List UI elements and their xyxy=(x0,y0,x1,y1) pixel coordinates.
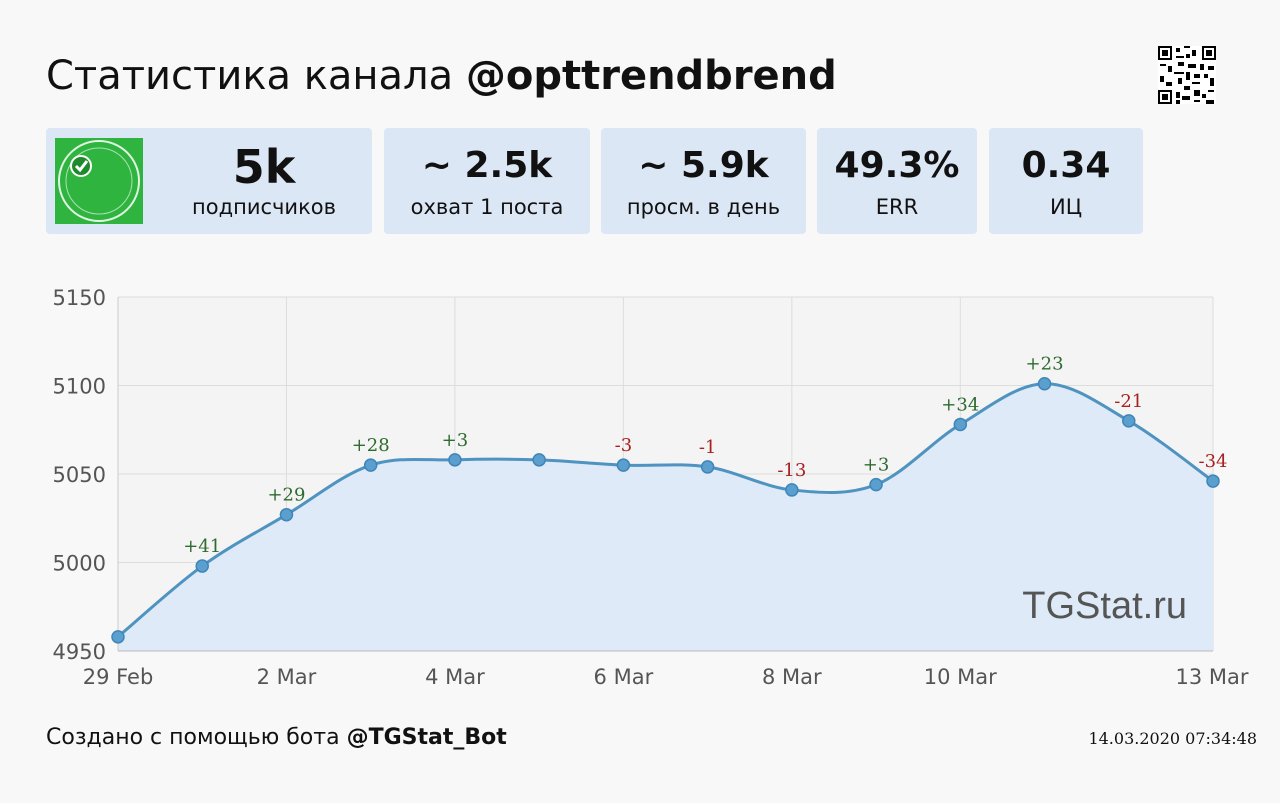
stat-card-citation-index: 0.34 ИЦ xyxy=(989,128,1143,234)
stat-value: 5k xyxy=(232,140,296,194)
x-tick-label: 6 Mar xyxy=(594,665,654,689)
data-point xyxy=(279,507,294,522)
delta-label: +34 xyxy=(941,394,979,415)
stat-value: ~ 5.9k xyxy=(638,145,769,186)
channel-avatar xyxy=(55,138,143,224)
stat-label: просм. в день xyxy=(626,195,781,219)
x-tick-label: 10 Mar xyxy=(924,665,997,689)
data-point xyxy=(616,458,631,472)
data-point xyxy=(363,458,378,472)
channel-name: @opttrendbrend xyxy=(465,53,837,99)
data-point xyxy=(785,483,799,497)
delta-label: -13 xyxy=(777,460,806,481)
delta-label: +3 xyxy=(863,455,890,476)
stat-label: охват 1 поста xyxy=(410,195,564,219)
stat-value: ~ 2.5k xyxy=(421,145,553,186)
page-title: Статистика канала @opttrendbrend xyxy=(46,52,837,100)
generated-timestamp: 14.03.2020 07:34:48 xyxy=(1088,729,1257,748)
stat-label: подписчиков xyxy=(192,195,336,219)
qr-code-icon xyxy=(1158,46,1216,104)
data-point xyxy=(448,453,462,467)
delta-label: +23 xyxy=(1026,354,1064,375)
footer-credit: Создано с помощью бота @TGStat_Bot xyxy=(46,724,507,752)
data-point xyxy=(700,460,715,474)
stat-value: 49.3% xyxy=(834,145,960,186)
footer-text: Создано с помощью бота xyxy=(46,725,340,750)
data-point xyxy=(1206,474,1220,488)
delta-label: +41 xyxy=(183,536,221,557)
data-point xyxy=(195,559,209,573)
stat-card-reach: ~ 2.5k охват 1 поста xyxy=(384,128,590,234)
delta-label: -34 xyxy=(1199,451,1228,472)
y-tick-label: 4950 xyxy=(53,640,106,664)
x-tick-label: 13 Mar xyxy=(1175,665,1248,689)
delta-label: -3 xyxy=(615,435,633,456)
delta-label: -1 xyxy=(699,437,717,458)
y-tick-label: 5100 xyxy=(53,375,106,399)
stat-card-daily-views: ~ 5.9k просм. в день xyxy=(601,128,806,234)
y-tick-label: 5050 xyxy=(53,463,106,487)
subscribers-line-chart: TGStat.ru +41 +29 +28 +3 -3 -1 -13 +3 +34 +23 -21 -3… xyxy=(53,286,1249,689)
watermark: TGStat.ru xyxy=(1022,585,1187,627)
stat-card-err: 49.3% ERR xyxy=(817,128,977,234)
data-point xyxy=(953,417,968,432)
delta-label: +29 xyxy=(267,485,305,506)
delta-label: +28 xyxy=(352,435,390,456)
x-tick-label: 2 Mar xyxy=(257,665,317,689)
data-point xyxy=(869,477,883,492)
delta-label: +3 xyxy=(442,430,469,451)
delta-label: -21 xyxy=(1114,391,1143,412)
x-tick-label: 4 Mar xyxy=(425,665,485,689)
data-point xyxy=(111,630,125,644)
stat-value: 0.34 xyxy=(1021,145,1111,186)
y-tick-label: 5000 xyxy=(53,552,106,576)
area-fill xyxy=(118,383,1213,651)
data-point xyxy=(1122,414,1136,428)
title-prefix: Статистика канала xyxy=(46,53,454,99)
footer-bot-link[interactable]: @TGStat_Bot xyxy=(346,725,507,750)
stat-label: ERR xyxy=(875,195,919,219)
stat-label: ИЦ xyxy=(1049,195,1082,219)
data-point xyxy=(532,453,546,467)
x-tick-label: 29 Feb xyxy=(83,665,154,689)
x-tick-label: 8 Mar xyxy=(762,665,822,689)
y-tick-label: 5150 xyxy=(53,286,106,310)
data-point xyxy=(1037,376,1052,391)
stat-card-subscribers: 5k подписчиков xyxy=(46,128,372,234)
